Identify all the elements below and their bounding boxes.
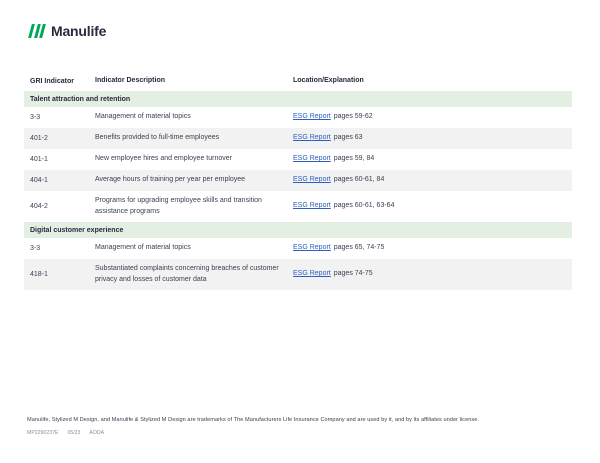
- table-body: Talent attraction and retention 3-3 Manage…: [24, 91, 572, 290]
- gri-index-table: GRI Indicator Indicator Description Loca…: [24, 72, 572, 290]
- table-row: 418-1 Substantiated complaints concerning…: [24, 259, 572, 290]
- location-cell: ESG Report pages 65, 74-75: [293, 243, 572, 253]
- esg-report-link[interactable]: ESG Report: [293, 155, 331, 163]
- page-reference: pages 59, 84: [333, 155, 375, 163]
- indicator-description-cell: Programs for upgrading employee skills a…: [95, 197, 262, 215]
- table-row: 3-3 Management of material topics ESG Repo…: [24, 238, 572, 259]
- table-header-row: GRI Indicator Indicator Description Loca…: [24, 72, 572, 91]
- gri-indicator-cell: 401-1: [30, 156, 48, 163]
- gri-indicator-cell: 404-2: [30, 203, 48, 210]
- page-reference: pages 63: [333, 134, 363, 142]
- document-code: MP2290237E: [27, 430, 59, 436]
- table-row: 3-3 Management of material topics ESG Repo…: [24, 107, 572, 128]
- section-header-row: Digital customer experience: [24, 222, 572, 238]
- section-header-row: Talent attraction and retention: [24, 91, 572, 107]
- indicator-description-cell: Management of material topics: [95, 244, 191, 252]
- table-row: 404-2 Programs for upgrading employee ski…: [24, 191, 572, 222]
- indicator-description-cell: Average hours of training per year per e…: [95, 176, 246, 184]
- trademark-notice: Manulife, Stylized M Design, and Manulif…: [27, 417, 480, 423]
- gri-indicator-cell: 401-2: [30, 135, 48, 142]
- page-reference: pages 74-75: [333, 270, 373, 278]
- gri-indicator-cell: 3-3: [30, 245, 41, 252]
- esg-report-link[interactable]: ESG Report: [293, 244, 331, 252]
- location-cell: ESG Report pages 63: [293, 133, 572, 143]
- indicator-description-cell: New employee hires and employee turnover: [95, 155, 232, 163]
- gri-indicator-cell: 404-1: [30, 177, 48, 184]
- esg-report-link[interactable]: ESG Report: [293, 202, 331, 210]
- column-header-location-explanation: Location/Explanation: [293, 77, 364, 85]
- indicator-description-cell: Management of material topics: [95, 113, 191, 121]
- document-codes: MP2290237E 05/23 AODA: [27, 430, 104, 436]
- page-reference: pages 59-62: [333, 113, 373, 121]
- date-code: 05/23: [67, 430, 81, 436]
- section-title: Talent attraction and retention: [30, 95, 131, 103]
- gri-indicator-cell: 3-3: [30, 114, 41, 121]
- esg-report-link[interactable]: ESG Report: [293, 176, 331, 184]
- location-cell: ESG Report pages 60-61, 84: [293, 175, 572, 185]
- location-cell: ESG Report pages 74-75: [293, 269, 572, 279]
- table-row: 401-1 New employee hires and employee tur…: [24, 149, 572, 170]
- indicator-description-cell: Benefits provided to full-time employees: [95, 134, 220, 142]
- column-header-indicator-description: Indicator Description: [95, 77, 166, 85]
- stylized-m-icon: [28, 24, 46, 38]
- page-reference: pages 60-61, 63-64: [333, 202, 395, 210]
- page-reference: pages 60-61, 84: [333, 176, 385, 184]
- page-reference: pages 65, 74-75: [333, 244, 385, 252]
- location-cell: ESG Report pages 60-61, 63-64: [293, 201, 572, 211]
- section-title: Digital customer experience: [30, 226, 124, 234]
- table-row: 404-1 Average hours of training per year …: [24, 170, 572, 191]
- esg-report-link[interactable]: ESG Report: [293, 134, 331, 142]
- location-cell: ESG Report pages 59, 84: [293, 154, 572, 164]
- brand-wordmark: Manulife: [51, 23, 107, 39]
- location-cell: ESG Report pages 59-62: [293, 112, 572, 122]
- esg-report-link[interactable]: ESG Report: [293, 113, 331, 121]
- accessibility-code: AODA: [89, 430, 105, 436]
- gri-indicator-cell: 418-1: [30, 271, 48, 278]
- esg-report-link[interactable]: ESG Report: [293, 270, 331, 278]
- column-header-gri-indicator: GRI Indicator: [30, 78, 74, 85]
- manulife-logo: Manulife: [28, 23, 107, 39]
- table-row: 401-2 Benefits provided to full-time empl…: [24, 128, 572, 149]
- indicator-description-cell: Substantiated complaints concerning brea…: [95, 265, 279, 283]
